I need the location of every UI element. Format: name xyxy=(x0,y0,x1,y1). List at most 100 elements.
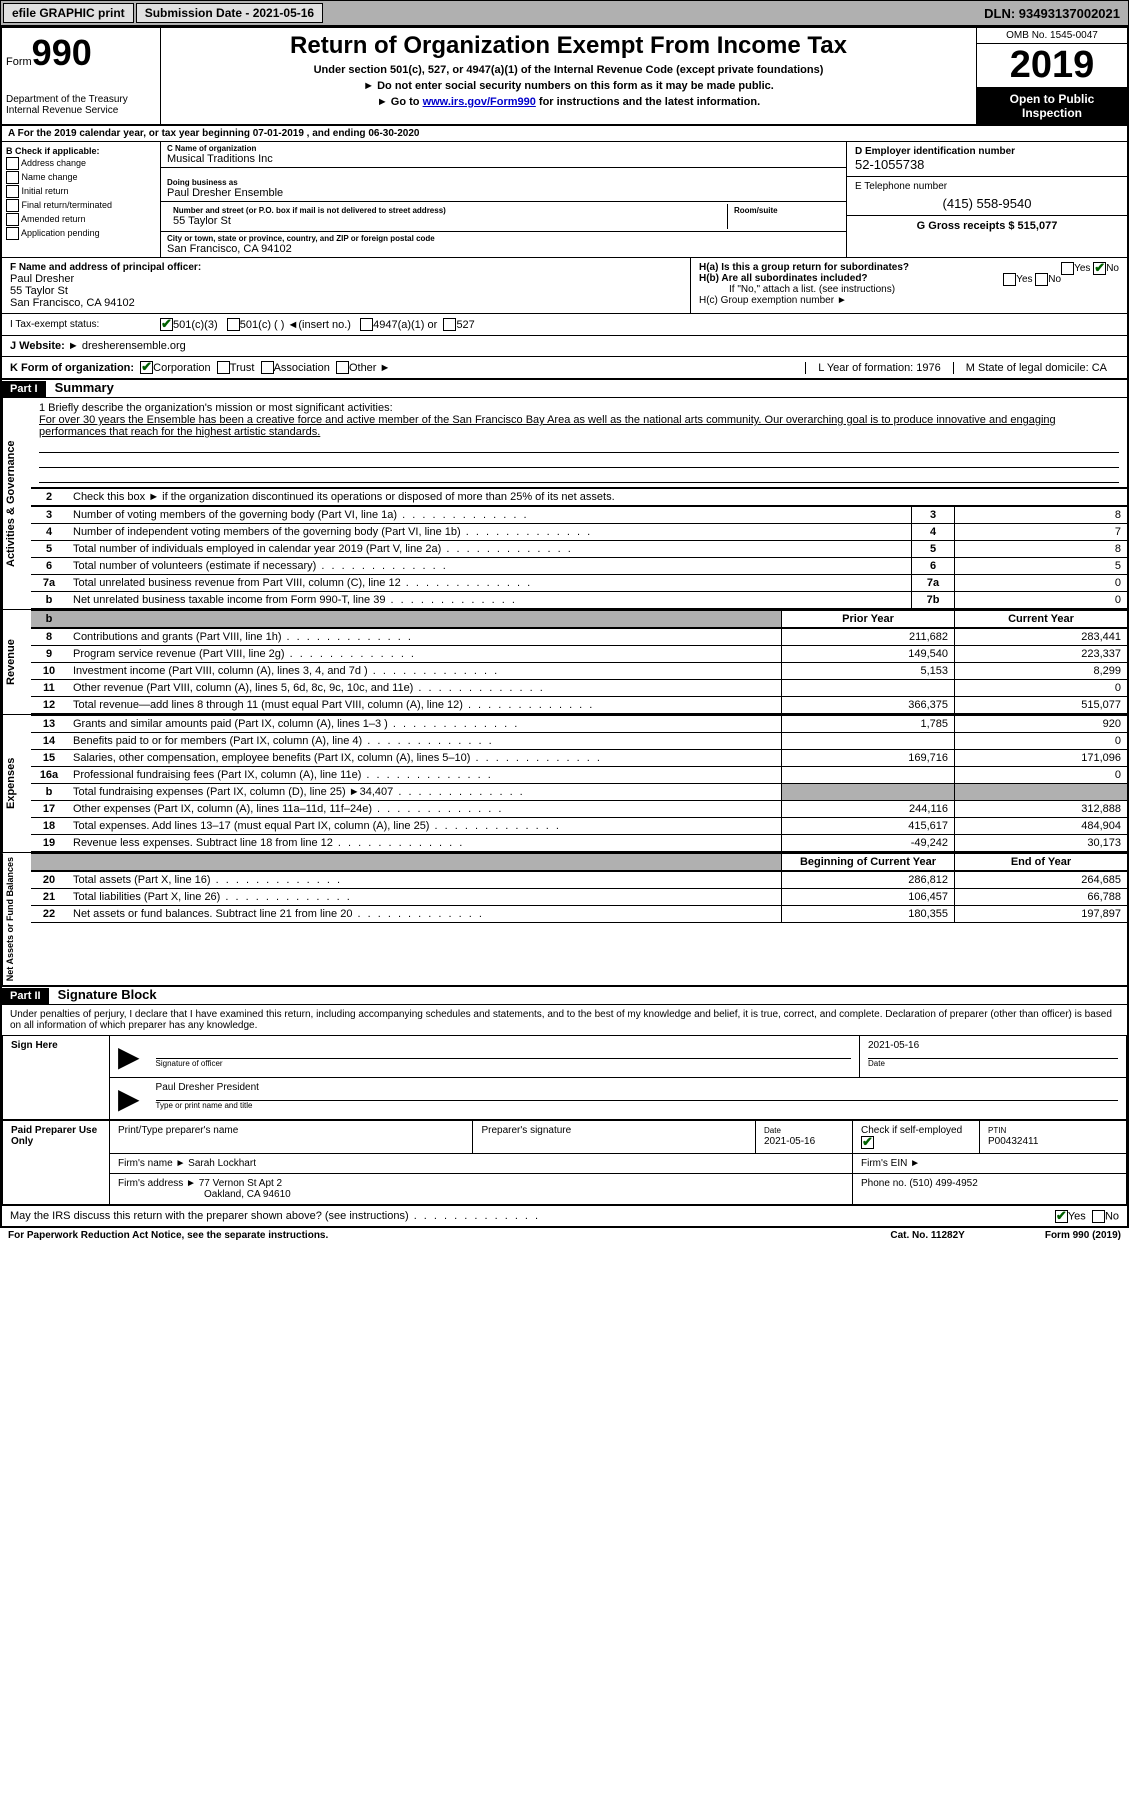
submission-button[interactable]: Submission Date - 2021-05-16 xyxy=(136,3,323,23)
sig-date-label: Date xyxy=(868,1059,1118,1068)
column-b: B Check if applicable: Address change Na… xyxy=(2,142,161,257)
hb-yes[interactable]: Yes xyxy=(1016,274,1032,285)
b-label: B Check if applicable: xyxy=(6,146,156,156)
discuss-yes-check[interactable] xyxy=(1055,1210,1068,1223)
table-row: 20Total assets (Part X, line 16)286,8122… xyxy=(31,872,1127,889)
footer-left: For Paperwork Reduction Act Notice, see … xyxy=(8,1230,328,1241)
firm-phone: Phone no. (510) 499-4952 xyxy=(853,1174,1127,1205)
prior-year-header: Prior Year xyxy=(782,611,955,628)
open-public: Open to Public Inspection xyxy=(977,88,1127,124)
table-row: 11Other revenue (Part VIII, column (A), … xyxy=(31,680,1127,697)
ha-no[interactable]: No xyxy=(1106,263,1119,274)
gross-receipts: G Gross receipts $ 515,077 xyxy=(847,216,1127,236)
mission-box: 1 Briefly describe the organization's mi… xyxy=(31,398,1127,488)
ein-value: 52-1055738 xyxy=(855,157,1119,172)
officer-city: San Francisco, CA 94102 xyxy=(10,297,682,309)
check-corp[interactable] xyxy=(140,361,153,374)
part2-badge: Part II xyxy=(2,988,49,1004)
begin-year-header: Beginning of Current Year xyxy=(782,854,955,871)
check-assoc[interactable] xyxy=(261,361,274,374)
phone-value: (415) 558-9540 xyxy=(855,196,1119,211)
tax-year: 2019 xyxy=(977,44,1127,88)
hc-row: H(c) Group exemption number ► xyxy=(699,295,1119,306)
check-initial[interactable]: Initial return xyxy=(6,185,156,198)
ptin-value: P00432411 xyxy=(988,1136,1038,1147)
opt-assoc: Association xyxy=(274,362,330,374)
table-row: bNet unrelated business taxable income f… xyxy=(31,592,1127,609)
page-footer: For Paperwork Reduction Act Notice, see … xyxy=(0,1228,1129,1243)
sign-here-table: Sign Here ▶ Signature of officer 2021-05… xyxy=(2,1035,1127,1120)
rev-lines-table: 8Contributions and grants (Part VIII, li… xyxy=(31,628,1127,714)
table-row: 15Salaries, other compensation, employee… xyxy=(31,750,1127,767)
prep-date-label: Date xyxy=(764,1126,781,1135)
table-row: 6Total number of volunteers (estimate if… xyxy=(31,558,1127,575)
table-row: 3Number of voting members of the governi… xyxy=(31,507,1127,524)
part1-header-row: Part I Summary xyxy=(2,380,1127,398)
check-address[interactable]: Address change xyxy=(6,157,156,170)
street: 55 Taylor St xyxy=(173,215,721,227)
status-row: I Tax-exempt status: 501(c)(3) 501(c) ( … xyxy=(2,314,1127,336)
check-4947[interactable] xyxy=(360,318,373,331)
part2-header-row: Part II Signature Block xyxy=(2,985,1127,1005)
self-employed-cell: Check if self-employed xyxy=(853,1121,980,1154)
firm-addr1: 77 Vernon St Apt 2 xyxy=(199,1178,282,1189)
dba-label: Doing business as xyxy=(167,178,840,187)
org-name: Musical Traditions Inc xyxy=(167,153,840,165)
form-label: Form xyxy=(6,56,32,68)
discuss-no-check[interactable] xyxy=(1092,1210,1105,1223)
firm-addr2: Oakland, CA 94610 xyxy=(118,1189,291,1200)
opt-527: 527 xyxy=(456,319,474,331)
check-501c3[interactable] xyxy=(160,318,173,331)
officer-printed: Paul Dresher President xyxy=(156,1082,1118,1101)
line1-label: 1 Briefly describe the organization's mi… xyxy=(39,402,1119,414)
firm-ein-label: Firm's EIN ► xyxy=(853,1154,1127,1174)
street-box: Number and street (or P.O. box if mail i… xyxy=(161,202,846,232)
opt-501c: 501(c) ( ) ◄(insert no.) xyxy=(240,319,351,331)
ha-row: H(a) Is this a group return for subordin… xyxy=(699,262,1119,273)
sub3-pre: ► Go to xyxy=(377,96,423,108)
opt-4947: 4947(a)(1) or xyxy=(373,319,437,331)
expenses-section: Expenses 13Grants and similar amounts pa… xyxy=(2,714,1127,852)
m-state: M State of legal domicile: CA xyxy=(953,362,1119,374)
check-app-pending[interactable]: Application pending xyxy=(6,227,156,240)
header-right: OMB No. 1545-0047 2019 Open to Public In… xyxy=(976,28,1127,124)
paid-preparer-label: Paid Preparer Use Only xyxy=(3,1121,110,1205)
part1-badge: Part I xyxy=(2,381,46,397)
section-fh: F Name and address of principal officer:… xyxy=(2,258,1127,314)
tab-governance: Activities & Governance xyxy=(2,398,31,609)
footer-mid: Cat. No. 11282Y xyxy=(890,1230,964,1241)
dept-label: Department of the Treasury Internal Reve… xyxy=(6,94,156,116)
k-label: K Form of organization: xyxy=(10,362,134,374)
section-bcd: B Check if applicable: Address change Na… xyxy=(2,142,1127,258)
ha-yes[interactable]: Yes xyxy=(1074,263,1090,274)
net-header-row: Beginning of Current Year End of Year xyxy=(31,854,1127,871)
check-trust[interactable] xyxy=(217,361,230,374)
check-501c[interactable] xyxy=(227,318,240,331)
gov-lines-table: 3Number of voting members of the governi… xyxy=(31,506,1127,609)
end-year-header: End of Year xyxy=(955,854,1128,871)
tab-net-assets: Net Assets or Fund Balances xyxy=(2,853,31,985)
preparer-table: Paid Preparer Use Only Print/Type prepar… xyxy=(2,1120,1127,1205)
discuss-yes: Yes xyxy=(1068,1211,1086,1223)
check-name[interactable]: Name change xyxy=(6,171,156,184)
firm-addr-label: Firm's address ► xyxy=(118,1178,196,1189)
sig-date: 2021-05-16 xyxy=(868,1040,1118,1059)
form-number: 990 xyxy=(32,32,92,73)
check-self-employed[interactable] xyxy=(861,1136,874,1149)
website-row: J Website: ► dresherensemble.org xyxy=(2,336,1127,357)
part2-title: Signature Block xyxy=(52,985,163,1004)
hb-no[interactable]: No xyxy=(1048,274,1061,285)
check-final[interactable]: Final return/terminated xyxy=(6,199,156,212)
check-other[interactable] xyxy=(336,361,349,374)
mission-text: For over 30 years the Ensemble has been … xyxy=(39,414,1119,438)
table-row: bTotal fundraising expenses (Part IX, co… xyxy=(31,784,1127,801)
check-amended[interactable]: Amended return xyxy=(6,213,156,226)
efile-button[interactable]: efile GRAPHIC print xyxy=(3,3,134,23)
sub3-post: for instructions and the latest informat… xyxy=(536,96,760,108)
governance-section: Activities & Governance 1 Briefly descri… xyxy=(2,398,1127,609)
website-value: dresherensemble.org xyxy=(82,340,186,352)
check-527[interactable] xyxy=(443,318,456,331)
table-row: 5Total number of individuals employed in… xyxy=(31,541,1127,558)
irs-link[interactable]: www.irs.gov/Form990 xyxy=(423,96,536,108)
tab-revenue: Revenue xyxy=(2,610,31,714)
